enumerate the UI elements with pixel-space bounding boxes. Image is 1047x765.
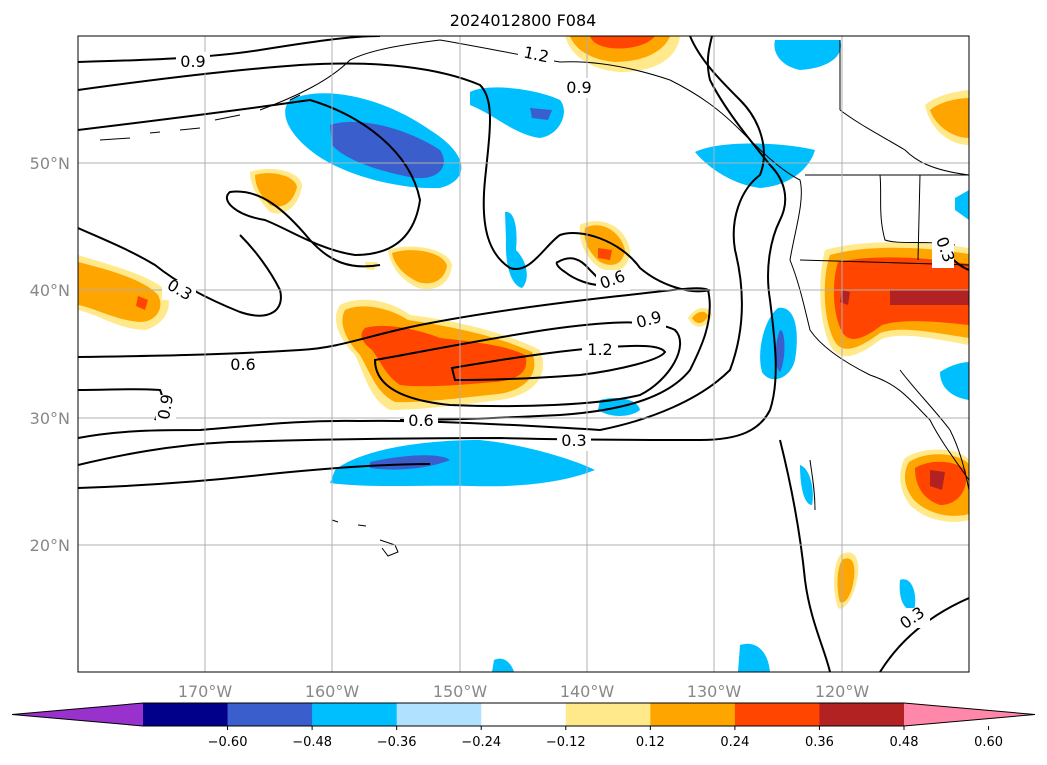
negative-anomaly-bc: [774, 40, 841, 70]
contour-0.3-southeast: [879, 597, 969, 672]
contour-0.6-jet: [78, 287, 711, 421]
contour-0.3-east-vertical: [779, 439, 831, 672]
shaded-anomalies: [78, 36, 969, 672]
colorbar-extend-low: [12, 703, 143, 726]
colorbar-tick-label: 0.24: [720, 735, 749, 750]
colorbar-tick-label: 0.60: [974, 735, 1003, 750]
negative-anomaly-south-west: [492, 658, 514, 672]
lat-label: 50°N: [30, 154, 70, 173]
colorbar-segment: [312, 703, 398, 726]
lon-label: 140°W: [560, 682, 615, 701]
colorbar-segment: [819, 703, 905, 726]
contour-label: 1.2: [522, 43, 551, 67]
colorbar-segment: [227, 703, 313, 726]
lat-label: 20°N: [30, 536, 70, 555]
negative-anomaly-southwest: [940, 362, 969, 400]
positive-anomaly-west: [78, 255, 169, 330]
colorbar-segment: [143, 703, 229, 726]
negative-anomaly-subtropical: [330, 440, 595, 487]
lon-label: 150°W: [433, 682, 488, 701]
positive-anomaly-aleutian: [250, 168, 302, 214]
colorbar-extend-high: [904, 703, 1035, 726]
colorbar-tick-label: −0.24: [461, 735, 501, 750]
positive-anomaly-mexico: [900, 449, 969, 522]
negative-anomaly-mexico: [899, 579, 916, 611]
lon-label: 160°W: [305, 682, 360, 701]
contour-0.9-jet: [373, 321, 681, 408]
negative-anomaly-north-pacific: [285, 93, 462, 189]
lon-label: 170°W: [178, 682, 233, 701]
contour-label: 0.9: [180, 52, 205, 71]
lat-label: 30°N: [30, 409, 70, 428]
positive-anomaly-west-bc: [925, 90, 969, 145]
contour-1.2-jet: [450, 344, 667, 382]
negative-anomaly-coast: [695, 143, 815, 188]
contour-0.9-main: [78, 62, 711, 293]
contour-0.6-south: [78, 36, 765, 439]
colorbar-tick-label: −0.12: [546, 735, 586, 750]
positive-anomaly-western-us: [820, 242, 969, 357]
contour-label: 0.9: [154, 393, 177, 421]
colorbar-tick-label: −0.60: [208, 735, 248, 750]
contour-subtropical: [78, 463, 431, 489]
colorbar-segment: [650, 703, 736, 726]
map-panel: 0.9 1.2 0.9 0.3 0.6 0.9 0.6 1.2 0.9 0.6 …: [77, 35, 970, 673]
positive-anomaly-subtropical-jet: [335, 299, 544, 410]
contour-label: 0.9: [566, 78, 591, 97]
colorbar-segment: [734, 703, 820, 726]
colorbar-tick-label: 0.48: [890, 735, 919, 750]
negative-anomaly-baja: [800, 465, 813, 505]
lon-label: 130°W: [687, 682, 742, 701]
colorbar-tick-label: 0.12: [636, 735, 665, 750]
lon-label: 120°W: [815, 682, 870, 701]
contour-0.6-loop: [78, 98, 422, 268]
lat-label: 40°N: [30, 281, 70, 300]
negative-anomaly-south: [738, 643, 770, 672]
colorbar-segment: [481, 703, 567, 726]
contour-label: 0.6: [408, 411, 433, 430]
positive-anomaly-central: [579, 221, 630, 271]
negative-anomaly-plains: [955, 190, 969, 220]
colorbar-segment: [396, 703, 482, 726]
latitude-labels: 50°N 40°N 30°N 20°N: [30, 154, 70, 555]
colorbar-tick-label: 0.36: [805, 735, 834, 750]
contour-label: 0.6: [230, 355, 255, 374]
contour-lines: [78, 36, 969, 672]
positive-anomaly-small-east-core: [692, 311, 708, 324]
map-frame: [77, 35, 970, 673]
colorbar: −0.60 −0.48 −0.36 −0.24 −0.12 0.12 0.24 0.36 0.4…: [11, 702, 1036, 750]
colorbar-tick-label: −0.36: [377, 735, 417, 750]
figure-title: 2024012800 F084: [450, 11, 597, 30]
contour-labels: 0.9 1.2 0.9 0.3 0.6 0.9 0.6 1.2 0.9 0.6 …: [154, 43, 959, 633]
negative-anomaly-gulf: [470, 87, 564, 138]
contour-0.3-west: [78, 227, 282, 317]
colorbar-segment: [565, 703, 651, 726]
contour-label: 1.2: [587, 340, 612, 359]
coastlines: [99, 39, 969, 557]
contour-label: 0.3: [561, 431, 586, 450]
longitude-labels: 170°W 160°W 150°W 140°W 130°W 120°W: [178, 682, 870, 701]
positive-anomaly-mid-small: [365, 246, 452, 290]
contour-0.3-south: [78, 36, 787, 466]
negative-anomaly-offshore-ca: [760, 307, 797, 380]
colorbar-tick-label: −0.48: [292, 735, 332, 750]
contour-0.9-north: [78, 36, 381, 63]
